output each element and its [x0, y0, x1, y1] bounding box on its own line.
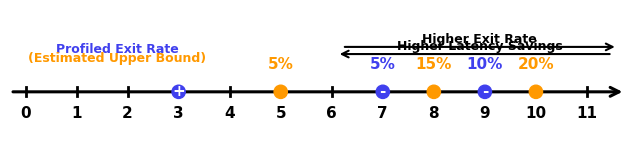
Circle shape [478, 85, 491, 98]
Circle shape [376, 85, 389, 98]
Text: 20%: 20% [517, 57, 554, 72]
Circle shape [172, 85, 185, 98]
Text: 10%: 10% [466, 57, 503, 72]
Text: 2: 2 [122, 106, 133, 121]
Text: Higher Latency Savings: Higher Latency Savings [397, 40, 563, 53]
Circle shape [274, 85, 287, 98]
Text: -: - [482, 84, 488, 99]
Text: 3: 3 [174, 106, 184, 121]
Text: 8: 8 [429, 106, 439, 121]
Text: 10: 10 [525, 106, 547, 121]
Text: -: - [380, 84, 386, 99]
Text: Higher Exit Rate: Higher Exit Rate [422, 33, 537, 46]
Text: 6: 6 [327, 106, 337, 121]
Text: 0: 0 [20, 106, 31, 121]
Text: 1: 1 [71, 106, 82, 121]
Text: 4: 4 [225, 106, 235, 121]
Text: +: + [172, 84, 185, 99]
Text: 5%: 5% [370, 57, 396, 72]
Text: 7: 7 [378, 106, 388, 121]
Circle shape [530, 85, 542, 98]
Text: 11: 11 [577, 106, 597, 121]
Text: Profiled Exit Rate: Profiled Exit Rate [56, 43, 179, 56]
Circle shape [427, 85, 440, 98]
Text: 5: 5 [276, 106, 286, 121]
Text: (Estimated Upper Bound): (Estimated Upper Bound) [28, 52, 207, 65]
Text: 5%: 5% [268, 57, 293, 72]
Text: 9: 9 [480, 106, 490, 121]
Text: 15%: 15% [415, 57, 452, 72]
